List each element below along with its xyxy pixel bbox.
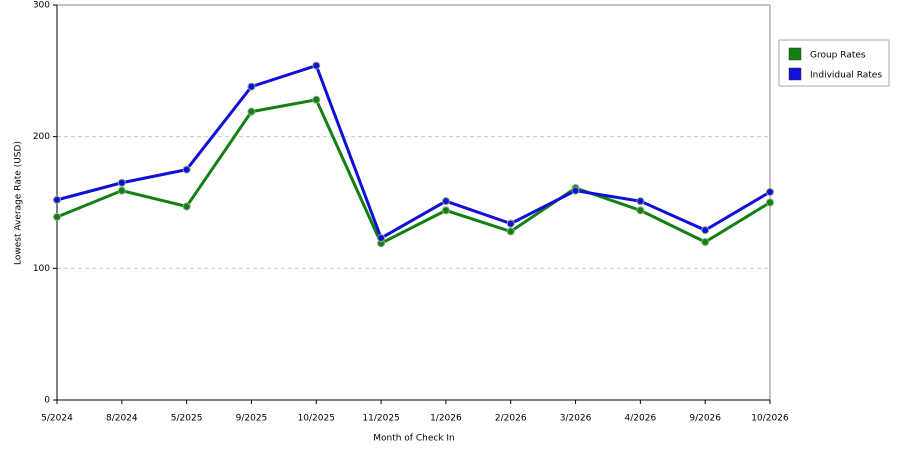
point: [312, 61, 321, 70]
x-axis-label: Month of Check In: [373, 434, 455, 444]
point: [247, 82, 256, 91]
legend-label: Group Rates: [810, 51, 866, 61]
point: [506, 219, 515, 228]
point: [53, 212, 61, 221]
point: [701, 226, 710, 235]
point: [377, 234, 386, 243]
point: [636, 197, 645, 206]
x-tick-label: 10/2026: [751, 414, 789, 424]
point: [766, 198, 774, 207]
point: [506, 227, 515, 236]
x-tick-label: 1/2026: [430, 414, 462, 424]
point: [441, 206, 450, 215]
series-line: [56, 63, 771, 241]
y-tick-label: 0: [44, 396, 50, 406]
point: [182, 165, 191, 174]
x-tick-label: 9/2025: [236, 414, 268, 424]
y-tick-label: 100: [33, 264, 50, 274]
x-tick-label: 4/2026: [625, 414, 657, 424]
series-line: [56, 98, 771, 246]
point: [117, 186, 126, 195]
x-tick-label: 5/2025: [171, 414, 203, 424]
x-tick-label: 8/2024: [106, 414, 138, 424]
y-tick-label: 200: [33, 132, 50, 142]
point: [571, 186, 580, 195]
point: [701, 238, 710, 246]
legend-swatch: [788, 47, 802, 61]
x-tick-label: 9/2026: [689, 414, 721, 424]
y-tick-label: 300: [33, 1, 50, 11]
point: [441, 197, 450, 206]
point: [117, 178, 126, 187]
legend-label: Individual Rates: [810, 71, 882, 81]
point: [636, 206, 645, 215]
y-axis-label: Lowest Average Rate (USD): [14, 141, 24, 265]
x-tick-label: 10/2025: [298, 414, 335, 424]
point: [766, 187, 774, 196]
x-tick-label: 2/2026: [495, 414, 527, 424]
point: [312, 95, 321, 104]
legend-swatch: [788, 67, 802, 81]
point: [182, 202, 191, 211]
point: [247, 107, 256, 116]
x-tick-label: 3/2026: [560, 414, 592, 424]
x-tick-label: 5/2024: [41, 414, 73, 424]
point: [53, 195, 61, 204]
x-tick-label: 11/2025: [362, 414, 399, 424]
